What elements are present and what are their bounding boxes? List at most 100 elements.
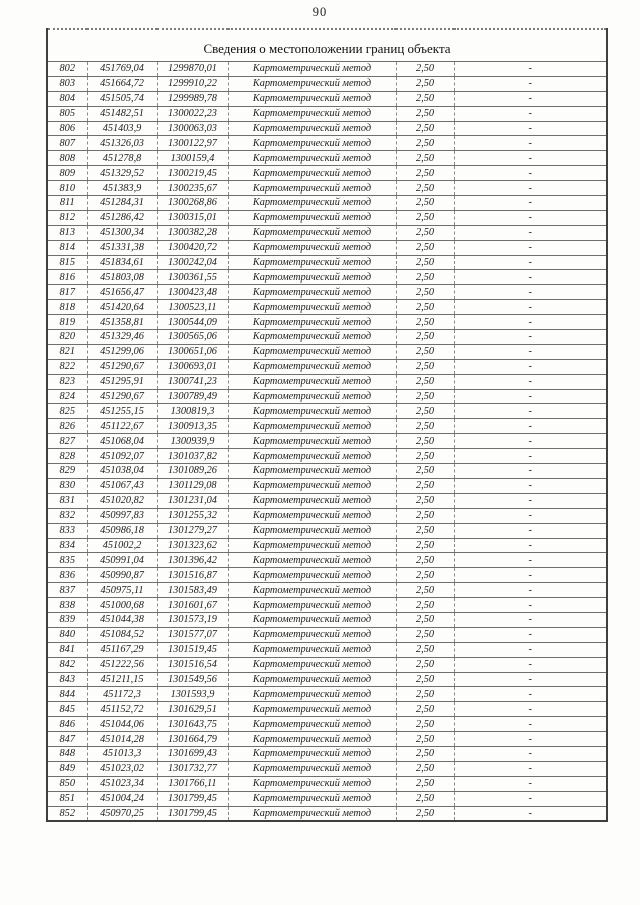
table-row: 828 451092,07 1301037,82 Картометрический м… (47, 448, 607, 465)
cell-point-number: 821 (47, 343, 88, 360)
cell-coordinate-y: 1301279,27 (156, 522, 229, 539)
table-row: 850 451023,34 1301766,11 Картометрический м… (47, 775, 607, 792)
cell-coordinate-x: 450975,11 (86, 582, 158, 599)
cell-note: - (453, 195, 607, 211)
cell-precision: 2,50 (395, 329, 455, 345)
cell-method: Картометрический метод (227, 209, 397, 226)
cell-point-number: 842 (47, 656, 88, 673)
table-row: 824 451290,67 1300789,49 Картометрический м… (47, 388, 607, 405)
cell-note: - (453, 180, 607, 197)
cell-note: - (453, 567, 607, 584)
cell-point-number: 810 (47, 180, 88, 197)
cell-coordinate-y: 1301583,49 (156, 582, 229, 599)
cell-method: Картометрический метод (227, 641, 397, 658)
cell-method: Картометрический метод (227, 165, 397, 182)
cell-precision: 2,50 (395, 403, 455, 420)
cell-note: - (453, 61, 607, 77)
cell-point-number: 820 (47, 329, 88, 345)
cell-point-number: 813 (47, 224, 88, 241)
table-row: 819 451358,81 1300544,09 Картометрический м… (47, 314, 607, 331)
cell-coordinate-y: 1300523,11 (156, 299, 229, 316)
cell-point-number: 845 (47, 701, 88, 718)
table-body: 802 451769,04 1299870,01 Картометрический м… (47, 61, 607, 822)
cell-coordinate-y: 1301799,45 (156, 805, 229, 822)
cell-point-number: 825 (47, 403, 88, 420)
table-row: 849 451023,02 1301732,77 Картометрический м… (47, 760, 607, 777)
cell-method: Картометрический метод (227, 760, 397, 777)
cell-note: - (453, 284, 607, 301)
table-row: 836 450990,87 1301516,87 Картометрический м… (47, 567, 607, 584)
cell-method: Картометрический метод (227, 254, 397, 271)
cell-coordinate-x: 451286,42 (86, 209, 158, 226)
cell-point-number: 832 (47, 507, 88, 524)
cell-precision: 2,50 (395, 433, 455, 450)
cell-note: - (453, 582, 607, 599)
cell-point-number: 852 (47, 805, 88, 822)
cell-coordinate-y: 1299989,78 (156, 90, 229, 107)
cell-coordinate-y: 1300741,23 (156, 373, 229, 390)
cell-note: - (453, 448, 607, 465)
cell-note: - (453, 463, 607, 479)
cell-note: - (453, 314, 607, 331)
cell-precision: 2,50 (395, 567, 455, 584)
cell-coordinate-y: 1301231,04 (156, 492, 229, 509)
cell-method: Картометрический метод (227, 731, 397, 747)
table-row: 852 450970,25 1301799,45 Картометрический м… (47, 805, 607, 822)
cell-method: Картометрический метод (227, 448, 397, 465)
cell-coordinate-y: 1300789,49 (156, 388, 229, 405)
cell-note: - (453, 492, 607, 509)
cell-coordinate-x: 450970,25 (86, 805, 158, 822)
cell-note: - (453, 299, 607, 316)
cell-precision: 2,50 (395, 745, 455, 762)
cell-note: - (453, 656, 607, 673)
cell-method: Картометрический метод (227, 522, 397, 539)
cell-note: - (453, 75, 607, 92)
cell-note: - (453, 388, 607, 405)
page-number: 90 (312, 5, 328, 19)
cell-coordinate-x: 451044,06 (86, 716, 158, 733)
cell-precision: 2,50 (395, 269, 455, 286)
cell-coordinate-x: 451420,64 (86, 299, 158, 316)
cell-coordinate-y: 1300159,4 (156, 150, 229, 167)
cell-coordinate-x: 451092,07 (86, 448, 158, 465)
cell-method: Картометрический метод (227, 284, 397, 301)
cell-coordinate-y: 1300063,03 (156, 120, 229, 137)
cell-method: Картометрический метод (227, 463, 397, 479)
cell-coordinate-x: 450997,83 (86, 507, 158, 524)
table-row: 809 451329,52 1300219,45 Картометрический м… (47, 165, 607, 182)
cell-coordinate-y: 1301601,67 (156, 597, 229, 613)
cell-point-number: 814 (47, 239, 88, 256)
cell-method: Картометрический метод (227, 269, 397, 286)
cell-coordinate-y: 1300423,48 (156, 284, 229, 301)
cell-coordinate-x: 451067,43 (86, 477, 158, 494)
cell-coordinate-y: 1301255,32 (156, 507, 229, 524)
cell-precision: 2,50 (395, 552, 455, 569)
cell-precision: 2,50 (395, 477, 455, 494)
cell-method: Картометрический метод (227, 745, 397, 762)
cell-coordinate-x: 451358,81 (86, 314, 158, 331)
table-row: 837 450975,11 1301583,49 Картометрический м… (47, 582, 607, 599)
cell-method: Картометрический метод (227, 75, 397, 92)
cell-coordinate-x: 451326,03 (86, 135, 158, 152)
cell-precision: 2,50 (395, 90, 455, 107)
cell-precision: 2,50 (395, 463, 455, 479)
cell-coordinate-x: 451004,24 (86, 790, 158, 807)
cell-point-number: 823 (47, 373, 88, 390)
cell-point-number: 837 (47, 582, 88, 599)
cell-method: Картометрический метод (227, 686, 397, 703)
cell-method: Картометрический метод (227, 329, 397, 345)
cell-precision: 2,50 (395, 582, 455, 599)
cell-note: - (453, 522, 607, 539)
table-row: 804 451505,74 1299989,78 Картометрический м… (47, 90, 607, 107)
cell-point-number: 851 (47, 790, 88, 807)
cell-method: Картометрический метод (227, 105, 397, 122)
cell-note: - (453, 135, 607, 152)
cell-precision: 2,50 (395, 388, 455, 405)
table-row: 843 451211,15 1301549,56 Картометрический м… (47, 671, 607, 688)
cell-coordinate-x: 451331,38 (86, 239, 158, 256)
cell-coordinate-y: 1301573,19 (156, 611, 229, 628)
cell-coordinate-x: 451152,72 (86, 701, 158, 718)
cell-coordinate-x: 451299,06 (86, 343, 158, 360)
cell-method: Картометрический метод (227, 775, 397, 792)
cell-method: Картометрический метод (227, 343, 397, 360)
